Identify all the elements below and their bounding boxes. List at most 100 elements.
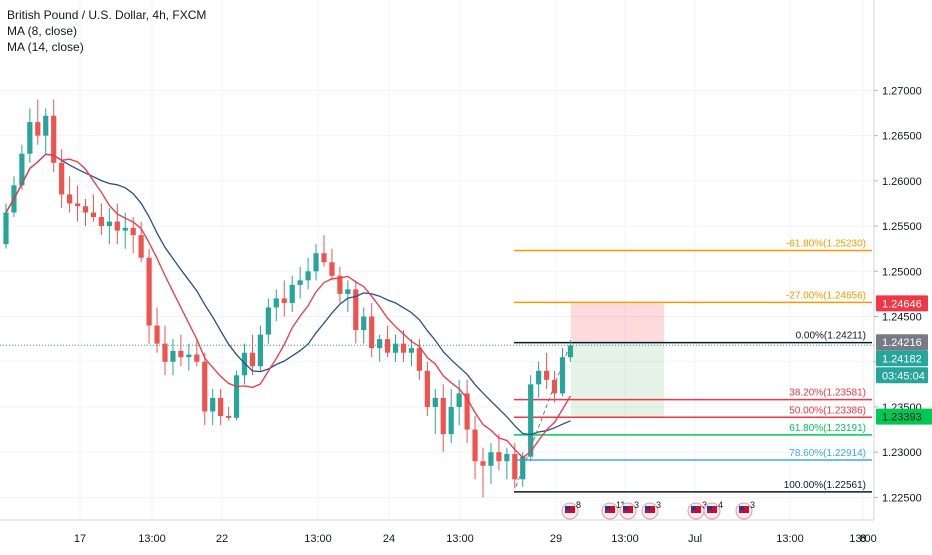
candle-body (544, 370, 550, 380)
candle-body (35, 122, 41, 136)
candle-body (400, 343, 407, 353)
candle-body (27, 122, 33, 154)
candle-body (233, 375, 240, 418)
candle-body (440, 397, 446, 435)
event-count: 3 (656, 500, 661, 510)
price-axis-label: 1.26000 (882, 176, 922, 188)
price-axis-label: 1.22500 (882, 492, 922, 504)
candle-body (337, 275, 343, 294)
candle-body (265, 307, 271, 335)
candle-body (464, 393, 470, 430)
fib-level-label: 100.00%(1.22561) (784, 480, 866, 491)
candle-body (130, 227, 136, 236)
position-stop-zone (571, 303, 664, 343)
price-axis-label: 1.23000 (882, 447, 922, 459)
event-flag-canton (691, 506, 696, 510)
candle-body (448, 406, 454, 435)
candle-body (154, 325, 160, 344)
candle-body (59, 162, 65, 195)
fib-level-label: 38.20%(1.23581) (789, 388, 866, 399)
price-tag-label: 1.23393 (882, 412, 922, 424)
candle-body (122, 227, 128, 231)
time-axis-label: 8 (860, 533, 866, 545)
fib-level-label: 61.80%(1.23191) (789, 423, 866, 434)
candle-body (353, 289, 359, 331)
time-axis-label: 29 (550, 533, 562, 545)
chart-title: British Pound / U.S. Dollar, 4h, FXCM (7, 8, 207, 22)
event-flag-canton (707, 506, 712, 510)
price-axis-label: 1.25500 (882, 221, 922, 233)
candle-body (361, 316, 367, 331)
candle-body (536, 370, 542, 385)
price-tag-label: 1.24182 (882, 353, 922, 365)
candle-body (106, 221, 112, 227)
candle-body (559, 357, 566, 394)
candle-body (19, 153, 25, 186)
candle-body (496, 452, 502, 462)
price-tag-label: 03:45:04 (882, 370, 925, 382)
fib-level-label: 78.60%(1.22914) (789, 448, 866, 459)
candle-body (218, 397, 224, 416)
price-axis-label: 1.25000 (882, 266, 922, 278)
candle-body (369, 316, 375, 349)
candle-body (345, 289, 351, 294)
ma-fast-line (5, 153, 572, 459)
candle-body (210, 397, 216, 412)
time-axis-label: 22 (216, 533, 228, 545)
price-axis-label: 1.24500 (882, 312, 922, 324)
event-flag-icon (735, 502, 753, 520)
event-count: 3 (634, 500, 639, 510)
candle-body (551, 379, 558, 394)
candle-body (202, 361, 208, 412)
event-flag-icon (641, 502, 659, 520)
event-count: 3 (750, 500, 755, 510)
candle-body (480, 461, 486, 466)
candle-body (313, 253, 319, 272)
fib-level-label: -61.80%(1.25230) (786, 239, 866, 250)
candle-body (257, 334, 263, 367)
fib-level-label: -27.00%(1.24656) (786, 290, 866, 301)
price-axis-label: 1.27000 (882, 85, 922, 97)
candle-body (74, 203, 81, 207)
candle-body (385, 339, 391, 353)
time-axis-label: 6 (860, 533, 866, 545)
candle-body (305, 271, 311, 281)
projection-line (515, 341, 572, 487)
candle-body (567, 345, 574, 358)
position-profit-zone (571, 342, 664, 417)
candle-body (297, 280, 303, 285)
event-flag-icon (687, 502, 705, 520)
candle-body (512, 453, 518, 480)
time-axis-label: 13:00 (446, 533, 474, 545)
candle-body (194, 354, 200, 362)
event-flag-icon (703, 502, 721, 520)
fib-level-label: 0.00%(1.24211) (796, 331, 866, 342)
candle-body (392, 343, 399, 353)
ma-slow-line (5, 153, 571, 436)
candle-body (170, 350, 176, 362)
fib-level-label: 50.00%(1.23386) (789, 405, 866, 416)
event-count: 8 (576, 500, 581, 510)
candle-body (51, 115, 57, 163)
event-flag-canton (645, 506, 650, 510)
candle-body (98, 217, 104, 227)
candle-body (281, 298, 287, 303)
candle-body (162, 343, 168, 362)
event-flag-canton (565, 506, 570, 510)
candle-body (138, 235, 144, 258)
time-axis-label: 13:00 (849, 533, 877, 545)
candle-body (273, 298, 279, 308)
event-count: 4 (718, 500, 723, 510)
candle-body (178, 350, 184, 358)
event-flag-canton (605, 506, 610, 510)
price-axis-label: 1.26500 (882, 131, 922, 143)
event-flag-canton (739, 506, 744, 510)
event-flag-icon (619, 502, 637, 520)
candle-body (504, 453, 510, 462)
candle-body (321, 253, 327, 263)
candle-body (416, 348, 422, 371)
candle-body (424, 370, 430, 407)
candle-body (90, 212, 97, 218)
